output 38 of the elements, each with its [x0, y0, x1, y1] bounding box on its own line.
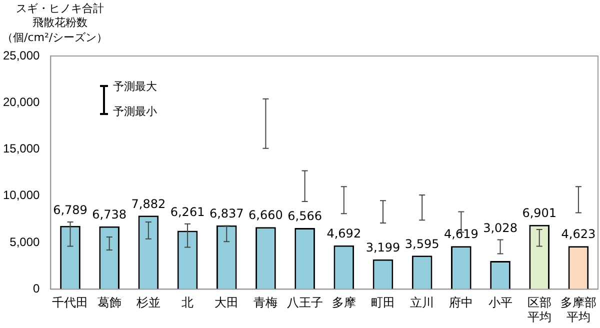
data-label: 3,028: [483, 220, 518, 235]
x-tick-label: 多摩: [332, 296, 356, 310]
y-tick-label: 20,000: [3, 94, 40, 109]
y-tick-label: 25,000: [3, 48, 40, 62]
data-label: 6,660: [248, 208, 283, 222]
annotation: 予測最小: [113, 104, 157, 119]
text: （個/cm²/シーズン）: [2, 30, 108, 45]
x-tick-label: 立川: [410, 296, 434, 310]
x-tick-label: 北: [182, 296, 194, 310]
x-tick-label: 八王子: [286, 296, 323, 310]
x-tick-label: 大田: [214, 296, 239, 310]
x-tick-label: 小平: [488, 296, 512, 310]
data-label: 6,789: [53, 203, 88, 218]
y-tick-label: 15,000: [3, 142, 40, 156]
x-tick-label: 町田: [370, 296, 395, 310]
x-tick-label: 千代田: [52, 296, 88, 310]
data-label: 3,595: [404, 236, 440, 251]
x-tick-label: 区部平均: [527, 296, 552, 324]
x-tick-label: 府中: [449, 296, 474, 310]
data-label: 6,261: [170, 205, 205, 220]
y-axis-title: スギ・ヒノキ合計飛散花粉数: [15, 2, 105, 30]
x-tick-label: 青梅: [254, 296, 278, 310]
x-tick-label: 杉並: [135, 296, 160, 310]
data-label: 4,692: [326, 226, 362, 241]
y-tick-label: 10,000: [3, 188, 40, 202]
annotation: 予測最大: [113, 79, 157, 94]
data-label: 6,901: [522, 206, 557, 220]
data-label: 6,837: [209, 206, 244, 221]
data-label: 4,623: [561, 227, 596, 242]
data-label: 4,619: [444, 227, 478, 242]
data-label: 3,199: [366, 240, 400, 254]
data-label: 6,738: [92, 207, 127, 222]
x-tick-label: 多摩部平均: [560, 296, 596, 324]
data-label: 6,566: [288, 209, 322, 224]
y-tick-label: 5,000: [10, 234, 40, 249]
x-tick-label: 葛飾: [97, 296, 122, 310]
data-label: 7,882: [131, 196, 166, 211]
y-tick-label: 0: [33, 282, 40, 296]
